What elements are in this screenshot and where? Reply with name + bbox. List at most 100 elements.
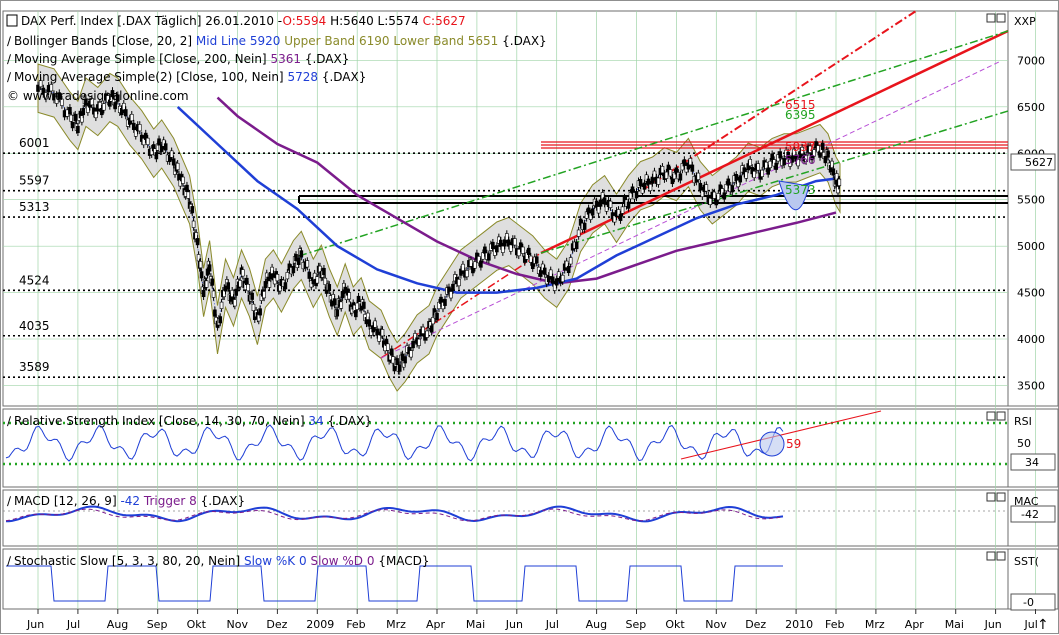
- candle-body: [335, 309, 340, 317]
- candle-body: [560, 274, 565, 283]
- x-tick-label: Aug: [586, 618, 607, 631]
- candle-body: [473, 261, 477, 269]
- price-panel-controls[interactable]: [986, 13, 1006, 23]
- candle-body: [211, 290, 216, 298]
- x-tick-label: Apr: [426, 618, 446, 631]
- rsi-axis-tick: 50: [1017, 437, 1031, 450]
- annotation-mid-purple: 5766: [785, 153, 816, 167]
- rsi-panel-controls[interactable]: [986, 411, 1006, 421]
- level-label: 5597: [19, 174, 50, 188]
- candle-body: [36, 84, 40, 92]
- candle-body: [339, 301, 344, 309]
- candle-body: [516, 249, 521, 257]
- candle-body: [190, 206, 195, 214]
- candle-body: [487, 253, 491, 261]
- candle-body: [354, 310, 358, 318]
- chart-icon: [6, 14, 18, 27]
- candle-body: [481, 252, 485, 260]
- candle-body: [642, 182, 647, 190]
- annotation-mid-red: 5937: [785, 140, 816, 154]
- x-tick-label: Jun: [984, 618, 1002, 631]
- last-price-value: 5627: [1025, 156, 1053, 169]
- candle-body: [451, 283, 455, 291]
- x-tick-label: Mrz: [865, 618, 885, 631]
- candle-body: [528, 255, 533, 263]
- level-label: 6001: [19, 136, 50, 150]
- rsi-trend-line: [680, 410, 882, 460]
- candle-body: [449, 291, 453, 299]
- candle-body: [766, 167, 770, 175]
- candle-body: [770, 153, 774, 161]
- candle-body: [397, 364, 402, 372]
- candle-body: [820, 142, 825, 150]
- candle-body: [716, 193, 721, 201]
- candle-body: [808, 145, 812, 153]
- candle-body: [246, 283, 250, 292]
- candle-body: [285, 272, 290, 280]
- candle-body: [213, 309, 217, 317]
- macd-legend: ∕ MACD [12, 26, 9] -42 Trigger 8 {.DAX}: [7, 494, 245, 508]
- y-tick-label: 7000: [1017, 54, 1045, 67]
- candle-body: [664, 171, 669, 179]
- price-legend: DAX Perf. Index [.DAX Täglich] 26.01.201…: [6, 14, 547, 103]
- candle-body: [752, 170, 757, 179]
- macd-panel-controls[interactable]: [986, 492, 1006, 502]
- rsi-last-value: 34: [1025, 456, 1039, 469]
- candle-body: [698, 182, 703, 191]
- candle-body: [385, 343, 390, 351]
- candle-body: [626, 201, 631, 209]
- x-tick-label: Feb: [825, 618, 844, 631]
- candle-body: [738, 175, 743, 183]
- candle-body: [491, 241, 495, 250]
- stoch-panel-controls[interactable]: [986, 551, 1006, 561]
- level-label: 5313: [19, 200, 50, 214]
- candle-body: [566, 265, 571, 274]
- candle-body: [267, 280, 272, 288]
- candle-body: [362, 301, 366, 309]
- candle-body: [648, 183, 653, 192]
- candle-body: [199, 271, 204, 279]
- candle-body: [299, 250, 304, 258]
- candle-body: [80, 115, 84, 123]
- candle-body: [756, 163, 760, 171]
- x-tick-label: Dez: [266, 618, 287, 631]
- candle-body: [102, 103, 106, 111]
- candle-body: [499, 239, 503, 247]
- candle-body: [602, 197, 607, 205]
- candle-body: [315, 276, 320, 284]
- candle-body: [734, 174, 739, 182]
- y-tick-label: 4500: [1017, 287, 1045, 300]
- candle-body: [483, 246, 487, 254]
- candle-body: [704, 184, 709, 192]
- candle-body: [598, 199, 603, 207]
- candle-body: [169, 150, 174, 158]
- candle-body: [457, 279, 461, 287]
- candle-body: [538, 269, 543, 277]
- bollinger-legend: ∕ Bollinger Bands [Close, 20, 2] Mid Line…: [7, 34, 547, 48]
- candle-body: [726, 178, 731, 186]
- candle-body: [461, 263, 465, 272]
- candle-body: [204, 280, 209, 288]
- macd-panel: ∕ MACD [12, 26, 9] -42 Trigger 8 {.DAX} M…: [3, 494, 1056, 523]
- macd-axis-label: MAC: [1014, 495, 1039, 508]
- rsi-panel: 59 ∕ Relative Strength Index [Close, 14, …: [3, 410, 1056, 471]
- candle-body: [44, 92, 48, 100]
- candle-body: [291, 266, 296, 274]
- maximize-icon: [986, 551, 996, 561]
- sma200-line: [216, 96, 837, 285]
- candle-body: [367, 319, 371, 327]
- x-tick-label: Dez: [745, 618, 766, 631]
- candle-body: [690, 164, 695, 172]
- candle-body: [322, 267, 326, 276]
- candle-body: [68, 107, 72, 115]
- x-tick-label: Feb: [346, 618, 365, 631]
- candle-body: [534, 256, 539, 264]
- candle-body: [116, 94, 120, 102]
- scroll-arrow-icon[interactable]: ↑: [1037, 617, 1049, 633]
- macd-panel-frame: [2, 489, 1009, 547]
- candle-body: [660, 166, 665, 174]
- candle-body: [429, 325, 434, 333]
- x-tick-label: Nov: [705, 618, 727, 631]
- candle-body: [81, 108, 86, 116]
- candle-body: [327, 284, 332, 292]
